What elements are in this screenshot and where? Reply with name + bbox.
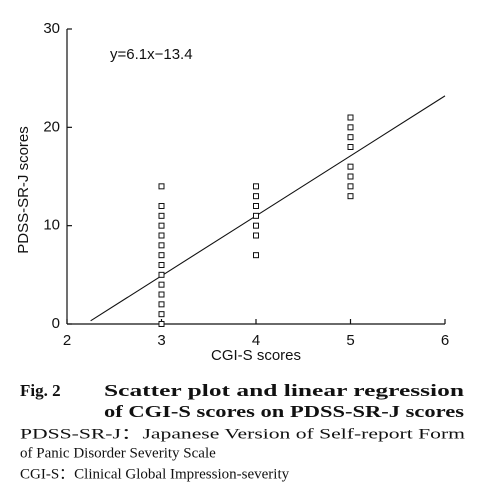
y-tick-label: 0 [52,315,60,332]
data-point [158,232,165,239]
x-axis-label: CGI-S scores [211,347,301,364]
data-point [158,301,165,308]
data-point [158,291,165,298]
x-tick-label: 2 [63,332,71,349]
data-point [347,193,354,200]
figure-number: Fig. 2 [20,381,61,400]
y-tick-label: 10 [43,217,60,234]
data-point [347,114,354,121]
x-tick-label: 6 [441,332,449,349]
data-point [158,212,165,219]
y-tick-label: 20 [43,118,60,135]
data-point [158,262,165,268]
data-point [253,183,259,190]
y-tick-label: 30 [43,20,60,37]
data-point [253,232,259,239]
data-point [347,183,354,190]
data-point [158,311,165,318]
data-point [347,124,354,131]
data-point [158,183,165,190]
x-tick-label: 3 [157,332,165,349]
data-point [253,222,259,229]
data-point [253,193,259,200]
x-tick-label: 4 [252,332,260,349]
x-tick-label: 5 [346,332,354,349]
data-point [158,321,165,327]
data-point [347,173,354,180]
regression-equation: y=6.1x−13.4 [110,46,193,63]
regression-line [90,95,446,322]
data-point [253,212,259,219]
caption-title: of CGI-S scores on PDSS-SR-J scores [104,402,465,421]
caption-note: of Panic Disorder Severity Scale [20,445,216,461]
caption-note: PDSS-SR-J：Japanese Version of Self-repor… [20,426,465,442]
data-point [253,252,259,259]
caption-title: Scatter plot and linear regression [104,381,465,400]
data-point [158,222,165,229]
y-axis-label: PDSS-SR-J scores [15,126,32,254]
data-point [347,134,354,141]
data-point [347,144,354,150]
data-point [158,252,165,259]
data-point [158,203,165,209]
caption-note: CGI-S：Clinical Global Impression-severit… [20,466,290,482]
data-point [158,281,165,288]
data-point [347,163,354,170]
data-point [253,203,259,209]
data-point [158,271,165,278]
data-point [158,242,165,249]
